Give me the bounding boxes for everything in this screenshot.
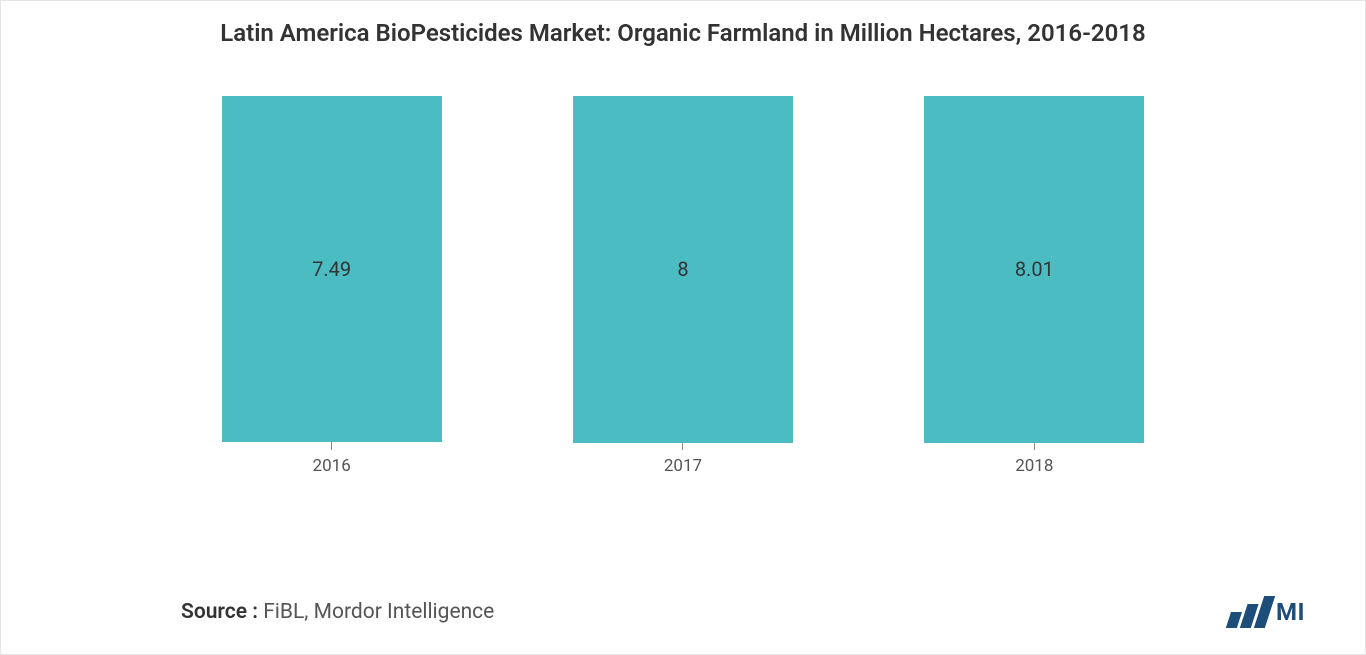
bar-group-1: 8 2017 [507,96,858,476]
x-tick-2 [1034,443,1035,450]
x-label-0: 2016 [313,456,351,476]
bars-row: 7.49 2016 8 2017 8.01 2018 [156,96,1210,476]
bar-value-2: 8.01 [1015,257,1054,281]
bar-1: 8 [573,96,793,443]
x-label-1: 2017 [664,456,702,476]
chart-footer: Source : FiBL, Mordor Intelligence MI [181,596,1325,628]
bar-0: 7.49 [222,96,442,442]
source-text: FiBL, Mordor Intelligence [258,600,494,624]
bar-2: 8.01 [924,96,1144,443]
bar-value-1: 8 [677,257,688,281]
chart-title: Latin America BioPesticides Market: Orga… [1,19,1365,47]
logo-bar-2 [1254,596,1275,628]
logo-text: MI [1276,598,1305,626]
bar-group-0: 7.49 2016 [156,96,507,476]
source-line: Source : FiBL, Mordor Intelligence [181,600,494,624]
chart-plot-area: 7.49 2016 8 2017 8.01 2018 [156,96,1210,496]
brand-logo: MI [1231,596,1305,628]
x-tick-0 [331,442,332,450]
x-label-2: 2018 [1015,456,1053,476]
bar-group-2: 8.01 2018 [859,96,1210,476]
bar-value-0: 7.49 [312,257,351,281]
source-label: Source : [181,600,258,624]
x-tick-1 [682,443,683,450]
logo-bars-icon [1226,596,1275,628]
chart-container: Latin America BioPesticides Market: Orga… [0,0,1366,655]
